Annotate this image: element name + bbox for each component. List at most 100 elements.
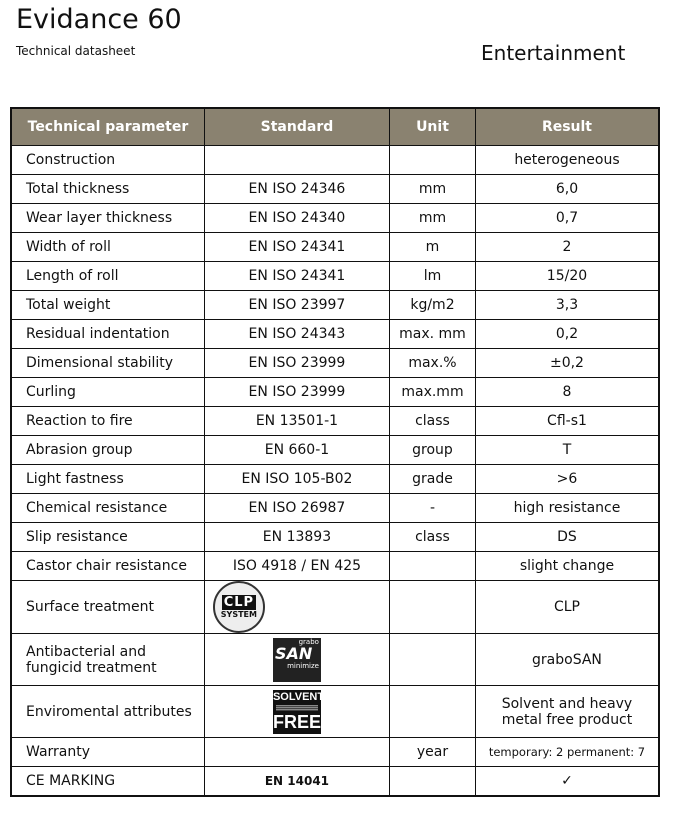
table-cell: Light fastness bbox=[10, 464, 205, 494]
table-cell bbox=[203, 737, 391, 767]
table-cell: Castor chair resistance bbox=[10, 551, 205, 581]
category-label: Entertainment bbox=[481, 41, 626, 65]
column-header: Technical parameter bbox=[10, 107, 205, 146]
table-cell: EN ISO 24340 bbox=[203, 203, 391, 233]
column-header: Standard bbox=[203, 107, 391, 146]
table-cell: max. mm bbox=[389, 319, 476, 349]
table-row: Light fastness EN ISO 105-B02 grade >6 bbox=[10, 464, 660, 494]
table-cell: Surface treatment bbox=[10, 580, 205, 634]
table-row: Abrasion group EN 660-1 group T bbox=[10, 435, 660, 465]
table-cell: EN 660-1 bbox=[203, 435, 391, 465]
table-row: Dimensional stability EN ISO 23999 max.% ±0… bbox=[10, 348, 660, 378]
table-cell bbox=[389, 551, 476, 581]
logo-cell: CLP SYSTEM bbox=[203, 580, 391, 634]
table-row: Surface treatment CLP SYSTEM CLP bbox=[10, 580, 660, 634]
table-row: Enviromental attributes SOLVENT FREE Solven… bbox=[10, 685, 660, 738]
table-cell: kg/m2 bbox=[389, 290, 476, 320]
table-cell: graboSAN bbox=[474, 633, 660, 686]
table-cell: 6,0 bbox=[474, 174, 660, 204]
table-cell bbox=[389, 766, 476, 797]
table-cell: group bbox=[389, 435, 476, 465]
clp-system-logo: CLP SYSTEM bbox=[212, 581, 265, 633]
table-cell: high resistance bbox=[474, 493, 660, 523]
table-row: Residual indentation EN ISO 24343 max. mm 0… bbox=[10, 319, 660, 349]
table-cell: year bbox=[389, 737, 476, 767]
table-cell: mm bbox=[389, 203, 476, 233]
table-cell: EN 13501-1 bbox=[203, 406, 391, 436]
table-cell bbox=[389, 580, 476, 634]
table-cell: EN ISO 26987 bbox=[203, 493, 391, 523]
table-cell: 8 bbox=[474, 377, 660, 407]
table-row: Construction heterogeneous bbox=[10, 145, 660, 175]
table-row: Width of roll EN ISO 24341 m 2 bbox=[10, 232, 660, 262]
table-cell: >6 bbox=[474, 464, 660, 494]
table-cell: EN ISO 24343 bbox=[203, 319, 391, 349]
page-title: Evidance 60 bbox=[16, 4, 182, 35]
table-cell: 15/20 bbox=[474, 261, 660, 291]
table-cell: ISO 4918 / EN 425 bbox=[203, 551, 391, 581]
table-cell: class bbox=[389, 522, 476, 552]
solvent-free-logo: SOLVENT FREE bbox=[272, 689, 325, 734]
table-row: Castor chair resistance ISO 4918 / EN 425… bbox=[10, 551, 660, 581]
table-cell bbox=[389, 145, 476, 175]
table-row: Length of roll EN ISO 24341 lm 15/20 bbox=[10, 261, 660, 291]
logo-cell: SOLVENT FREE bbox=[203, 685, 391, 738]
table-cell: - bbox=[389, 493, 476, 523]
table-cell: Enviromental attributes bbox=[10, 685, 205, 738]
table-row: Chemical resistance EN ISO 26987- high res… bbox=[10, 493, 660, 523]
table-cell: EN ISO 23997 bbox=[203, 290, 391, 320]
grabosan-logo: grabo SAN minimize bbox=[272, 637, 321, 682]
table-cell: lm bbox=[389, 261, 476, 291]
column-header: Result bbox=[474, 107, 660, 146]
table-cell: 0,7 bbox=[474, 203, 660, 233]
table-cell: EN ISO 24341 bbox=[203, 261, 391, 291]
table-row: Slip resistance EN 13893 class DS bbox=[10, 522, 660, 552]
table-row: Curling EN ISO 23999 max.mm 8 bbox=[10, 377, 660, 407]
table-cell: Wear layer thickness bbox=[10, 203, 205, 233]
table-cell: EN ISO 23999 bbox=[203, 348, 391, 378]
table-cell: slight change bbox=[474, 551, 660, 581]
table-cell: EN 14041 bbox=[203, 766, 391, 797]
logo-cell: grabo SAN minimize bbox=[203, 633, 391, 686]
table-cell: 0,2 bbox=[474, 319, 660, 349]
table-cell: Length of roll bbox=[10, 261, 205, 291]
table-cell: CE MARKING bbox=[10, 766, 205, 797]
table-row: Warranty year temporary: 2 permanent: 7 bbox=[10, 737, 660, 767]
page-subtitle: Technical datasheet bbox=[16, 44, 136, 58]
table-cell: Abrasion group bbox=[10, 435, 205, 465]
table-cell: Residual indentation bbox=[10, 319, 205, 349]
table-cell: Antibacterial and fungicid treatment bbox=[10, 633, 205, 686]
checkmark-icon: ✓ bbox=[474, 766, 660, 797]
table-cell: EN ISO 24346 bbox=[203, 174, 391, 204]
technical-table: Technical parameter Standard Unit Result… bbox=[10, 107, 660, 797]
table-cell: DS bbox=[474, 522, 660, 552]
table-cell: CLP bbox=[474, 580, 660, 634]
table-header: Technical parameter Standard Unit Result bbox=[10, 107, 660, 146]
table-cell: 2 bbox=[474, 232, 660, 262]
column-header: Unit bbox=[389, 107, 476, 146]
table-cell: EN ISO 24341 bbox=[203, 232, 391, 262]
table-row: Total thickness EN ISO 24346 mm 6,0 bbox=[10, 174, 660, 204]
table-row: Total weight EN ISO 23997 kg/m2 3,3 bbox=[10, 290, 660, 320]
table-cell: 3,3 bbox=[474, 290, 660, 320]
table-cell: max.mm bbox=[389, 377, 476, 407]
table-cell: mm bbox=[389, 174, 476, 204]
table-cell: Reaction to fire bbox=[10, 406, 205, 436]
table-row: Wear layer thickness EN ISO 24340 mm 0,7 bbox=[10, 203, 660, 233]
table-cell: temporary: 2 permanent: 7 bbox=[474, 737, 660, 767]
table-cell: ±0,2 bbox=[474, 348, 660, 378]
table-row: CE MARKING EN 14041 ✓ bbox=[10, 766, 660, 797]
table-cell: heterogeneous bbox=[474, 145, 660, 175]
table-cell: Solvent and heavy metal free product bbox=[474, 685, 660, 738]
table-cell: class bbox=[389, 406, 476, 436]
table-cell: Chemical resistance bbox=[10, 493, 205, 523]
table-cell: Construction bbox=[10, 145, 205, 175]
table-row: Antibacterial and fungicid treatment grab… bbox=[10, 633, 660, 686]
table-cell: grade bbox=[389, 464, 476, 494]
table-cell: Curling bbox=[10, 377, 205, 407]
table-cell bbox=[203, 145, 391, 175]
table-cell: m bbox=[389, 232, 476, 262]
table-cell: max.% bbox=[389, 348, 476, 378]
table-row: Reaction to fire EN 13501-1 class Cfl-s1 bbox=[10, 406, 660, 436]
table-cell: Total weight bbox=[10, 290, 205, 320]
